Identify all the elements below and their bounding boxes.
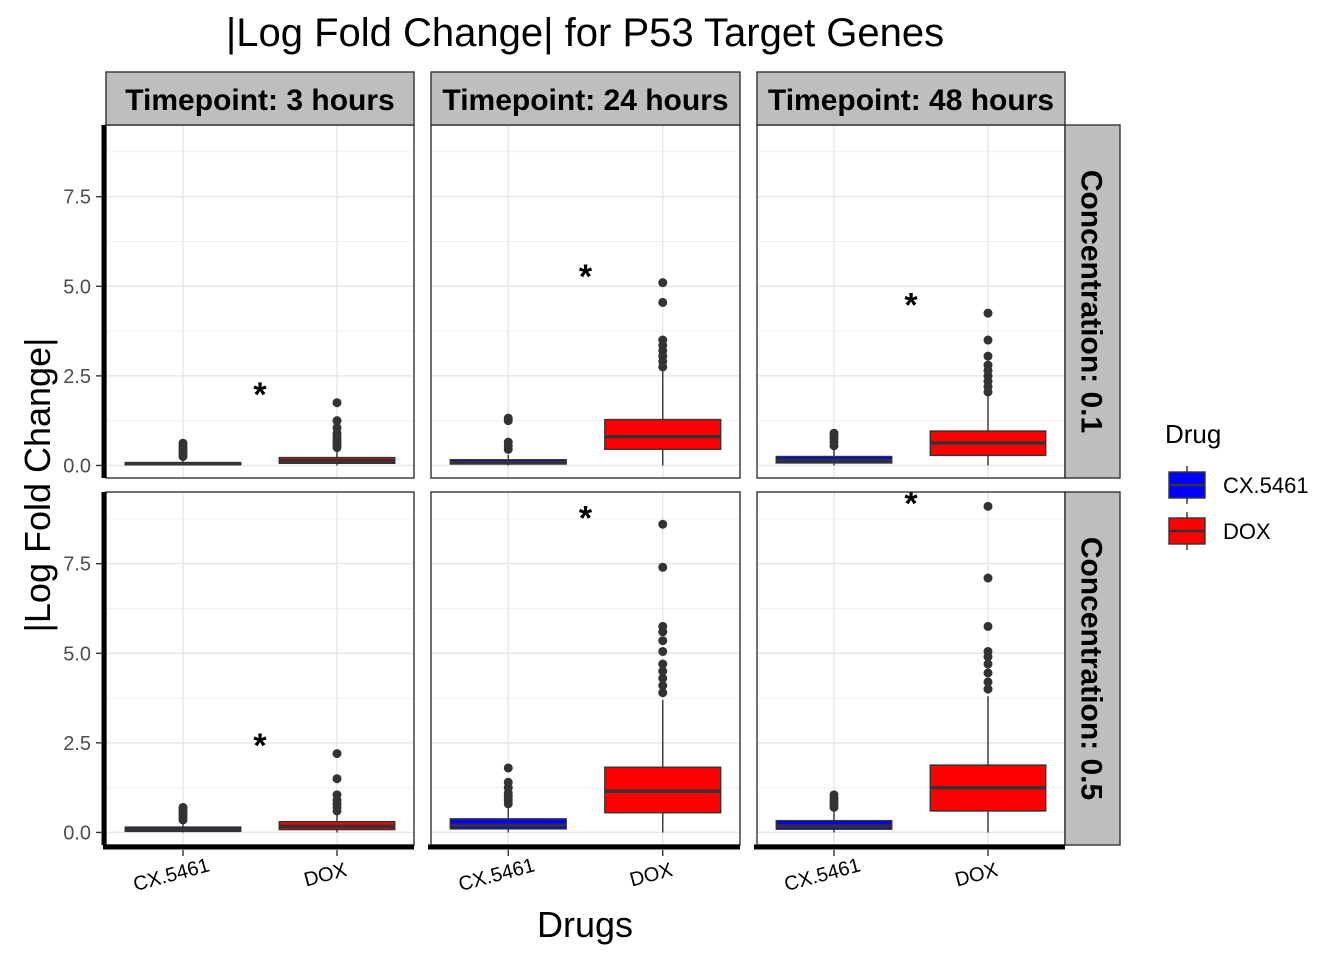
x-tick-label: CX.5461 [456,855,537,896]
outlier-point [983,659,993,669]
x-tick-label: DOX [627,859,675,891]
x-tick-label: DOX [953,859,1001,891]
outlier-point [983,335,993,345]
x-tick-label: CX.5461 [782,855,863,896]
row-strip-label: Concentration: 0.1 [1075,170,1108,433]
y-axis-title: |Log Fold Change| [17,338,58,633]
outlier-point [983,677,993,687]
outlier-point [658,278,668,288]
boxplot-group-r0-c2: * [775,287,1047,466]
facet-panel-r1-c0 [106,492,414,845]
outlier-point [503,413,513,423]
column-strip-label: Timepoint: 48 hours [768,84,1054,117]
outlier-point [332,749,342,759]
column-strip-2 [756,71,1066,126]
outlier-point [332,398,342,408]
boxplot-group-r0-c1: * [449,258,722,466]
outlier-point [658,666,668,676]
outlier-point [983,668,993,678]
outlier-point [983,621,993,631]
outlier-point [658,335,668,345]
significance-star: * [904,287,918,325]
outlier-point [829,428,839,438]
outlier-point [503,777,513,787]
panel-background [106,125,414,478]
significance-star: * [579,500,593,538]
outlier-point [658,621,668,631]
outlier-point [332,774,342,784]
outlier-point [178,802,188,812]
outlier-point [658,297,668,307]
y-tick-label: 0.0 [63,455,91,477]
x-axis-title: Drugs [537,904,633,945]
outlier-point [332,423,342,433]
facet-panel-r0-c2 [757,125,1065,478]
legend-label: DOX [1223,519,1271,544]
legend-label: CX.5461 [1223,473,1309,498]
panel-background [757,125,1065,478]
outlier-point [658,673,668,683]
y-tick-label: 7.5 [63,187,91,209]
outlier-point [503,763,513,773]
boxplot-group-r0-c0: * [124,376,396,466]
column-strip-label: Timepoint: 24 hours [442,84,728,117]
row-strip-0 [1064,124,1121,479]
outlier-point [983,573,993,583]
boxplot-group-r1-c2: * [775,485,1047,833]
column-strip-1 [430,71,741,126]
significance-star: * [253,376,267,414]
outlier-point [658,659,668,669]
column-strip-label: Timepoint: 3 hours [125,84,394,117]
outlier-point [658,646,668,656]
facet-panel-r0-c0 [106,125,414,478]
outlier-point [983,646,993,656]
outlier-point [332,790,342,800]
legend-entry-cx5461: CX.5461 [1168,466,1309,504]
row-strip-label: Concentration: 0.5 [1075,537,1108,800]
y-tick-label: 5.0 [63,643,91,665]
outlier-point [983,360,993,370]
y-tick-label: 2.5 [63,733,91,755]
outlier-point [983,501,993,511]
legend-entry-dox: DOX [1168,512,1271,550]
y-tick-label: 7.5 [63,554,91,576]
boxplot-group-r1-c1: * [449,500,722,833]
outlier-point [983,308,993,318]
x-tick-label: CX.5461 [131,855,212,896]
outlier-point [658,681,668,691]
outlier-point [658,636,668,646]
chart-title: |Log Fold Change| for P53 Target Genes [226,11,944,55]
facet-panels: * * * * * * 0.0 2.5 5.0 7.5 0.0 2.5 5.0 7.5 CX.5461 DOX… [63,71,1121,896]
box-dox [604,418,722,451]
significance-star: * [579,258,593,296]
y-tick-label: 2.5 [63,366,91,388]
outlier-point [658,519,668,529]
outlier-point [983,351,993,361]
outlier-point [983,684,993,694]
significance-star: * [904,485,918,523]
outlier-point [332,416,342,426]
legend-title: Drug [1165,419,1221,449]
boxplot-group-r1-c0: * [124,727,396,833]
outlier-point [658,688,668,698]
panel-background [106,492,414,845]
outlier-point [503,437,513,447]
outlier-point [658,562,668,572]
y-tick-label: 0.0 [63,822,91,844]
column-strip-0 [105,71,415,126]
significance-star: * [253,727,267,765]
row-strip-1 [1064,491,1121,846]
outlier-point [178,438,188,448]
x-tick-label: DOX [302,859,350,891]
y-tick-label: 5.0 [63,276,91,298]
outlier-point [829,790,839,800]
